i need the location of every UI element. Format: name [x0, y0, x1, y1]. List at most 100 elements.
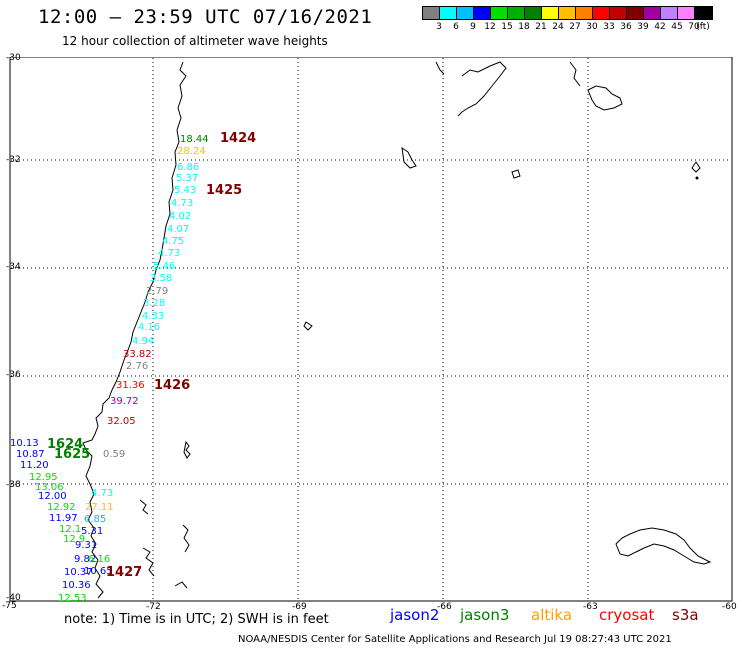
wave-label: 9.82: [74, 554, 96, 565]
island: [691, 161, 701, 173]
legend-jason2: jason2: [390, 606, 440, 624]
wave-label: 13.06: [35, 482, 64, 493]
lon-label: -72: [146, 602, 161, 612]
pass-label: 1427: [106, 565, 142, 580]
island: [303, 321, 313, 331]
wave-label: 4.02: [169, 211, 191, 222]
wave-label: 5.43: [174, 185, 196, 196]
lon-label: -75: [2, 601, 17, 611]
wave-label: 4.73: [91, 488, 113, 499]
wave-label: 10.37: [64, 567, 93, 578]
map-title: 12:00 — 23:59 UTC 07/16/2021: [38, 6, 373, 28]
color-swatch: [576, 7, 593, 19]
wave-label: 6.85: [84, 514, 106, 525]
wave-label: 4.73: [158, 248, 180, 259]
lon-label: -66: [437, 602, 452, 612]
chile-coastline: [82, 61, 187, 599]
wave-label: 5.31: [81, 526, 103, 537]
wave-label: 10.87: [16, 449, 45, 460]
wave-label: 10.36: [62, 580, 91, 591]
wave-label: 12.95: [29, 472, 58, 483]
island: [401, 146, 417, 169]
wave-label: 11.20: [20, 460, 49, 471]
wave-label: 2.76: [126, 361, 148, 372]
color-swatch: [525, 7, 542, 19]
pass-label: 1424: [220, 131, 256, 146]
color-scale-tick: 9: [470, 22, 476, 32]
legend-s3a: s3a: [672, 606, 699, 624]
color-swatch: [661, 7, 678, 19]
lat-label: -36: [6, 370, 21, 380]
pass-label: 1624: [47, 437, 83, 452]
map-area: 18.44 28.24 6.86 5.37 5.43 4.73 4.02 4.0…: [9, 57, 733, 602]
color-swatch: [457, 7, 474, 19]
color-swatch: [627, 7, 644, 19]
argentina-coastline: [615, 527, 712, 565]
wave-label: 18.44: [180, 134, 209, 145]
legend-altika: altika: [531, 606, 573, 624]
lat-label: -40: [6, 593, 21, 603]
wave-label: 4.16: [138, 322, 160, 333]
wave-label: 3.58: [150, 273, 172, 284]
color-swatch: [491, 7, 508, 19]
color-scale-tick: 33: [603, 22, 615, 32]
argentina-coastline: [569, 61, 581, 87]
island: [182, 524, 190, 553]
lon-label: -69: [292, 602, 307, 612]
argentina-coastline: [435, 61, 507, 117]
color-scale-tick: 27: [569, 22, 581, 32]
wave-label: 27.11: [85, 502, 114, 513]
color-scale-tick: 18: [518, 22, 530, 32]
wave-label: 0.59: [103, 449, 125, 460]
wave-label: 4.07: [167, 224, 189, 235]
color-swatch: [508, 7, 525, 19]
color-swatch: [423, 7, 440, 19]
wave-label: 5.37: [176, 173, 198, 184]
wave-label: 6.16: [88, 554, 110, 565]
pass-label: 1426: [154, 378, 190, 393]
color-scale-tick: 15: [501, 22, 513, 32]
argentina-coastline: [587, 85, 623, 111]
wave-label: 33.82: [123, 349, 152, 360]
wave-label: 9.31: [75, 540, 97, 551]
color-scale-tick: 21: [535, 22, 547, 32]
color-scale-tick: (ft): [696, 22, 710, 32]
color-swatch: [542, 7, 559, 19]
wave-label: 12.1: [59, 524, 81, 535]
color-swatch: [440, 7, 457, 19]
color-scale-tick: 6: [453, 22, 459, 32]
pass-label: 1425: [206, 183, 242, 198]
lon-label: -60: [722, 602, 737, 612]
color-swatch: [593, 7, 610, 19]
lat-label: -30: [6, 53, 21, 63]
wave-label: 12.53: [58, 593, 87, 602]
color-scale-ticks: 3 6 9 12 15 18 21 24 27 30 33 36 39 42 45 70 (ft): [422, 22, 732, 34]
legend-jason3: jason3: [460, 606, 510, 624]
credit-line: NOAA/NESDIS Center for Satellite Applica…: [238, 634, 672, 645]
wave-label: 10.65: [84, 566, 113, 577]
wave-label: 3.28: [143, 298, 165, 309]
wave-label: 5.46: [153, 261, 175, 272]
wave-label: 12.92: [47, 502, 76, 513]
wave-label: 11.97: [49, 513, 78, 524]
island: [139, 499, 149, 515]
wave-label: 2.79: [146, 286, 168, 297]
color-swatch: [474, 7, 491, 19]
wave-label: 10.13: [10, 438, 39, 449]
wave-label: 4.94: [132, 336, 154, 347]
color-swatch: [559, 7, 576, 19]
color-scale-tick: 45: [671, 22, 683, 32]
pass-number-labels: 1424 1425 1426 1624 1625 1427: [47, 131, 256, 580]
color-scale-tick: 3: [436, 22, 442, 32]
island: [511, 169, 521, 179]
wave-label: 4.33: [142, 311, 164, 322]
graticule: [11, 58, 731, 600]
lat-label: -38: [6, 480, 21, 490]
wave-label: 4.73: [171, 198, 193, 209]
lon-label: -63: [583, 602, 598, 612]
wave-label: 12.00: [38, 491, 67, 502]
island: [174, 581, 188, 589]
color-swatch: [695, 7, 712, 19]
footer-note: note: 1) Time is in UTC; 2) SWH is in fe…: [64, 612, 329, 627]
color-scale-tick: 70: [688, 22, 700, 32]
